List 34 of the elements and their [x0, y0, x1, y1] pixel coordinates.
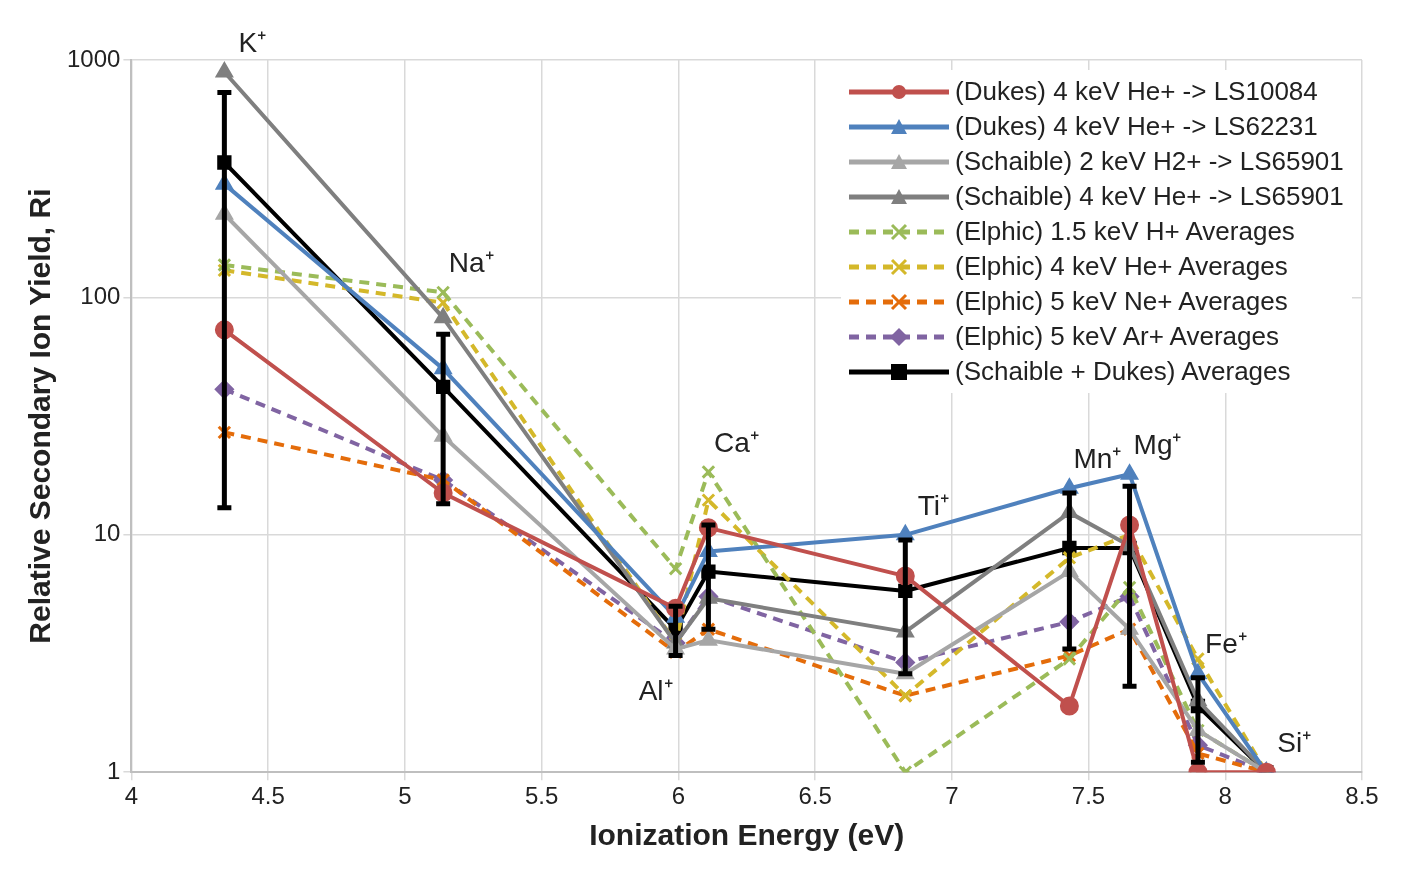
legend-label: (Elphic) 1.5 keV H+ Averages [955, 216, 1295, 247]
y-axis-title: Relative Secondary Ion Yield, Ri [23, 188, 57, 644]
legend-label: (Elphic) 5 keV Ne+ Averages [955, 286, 1288, 317]
legend-label: (Elphic) 5 keV Ar+ Averages [955, 321, 1279, 352]
annotation: K⁺ [238, 26, 267, 58]
x-tick-label: 7 [945, 782, 959, 810]
annotation: Ti⁺ [917, 489, 949, 521]
legend-label: (Schaible + Dukes) Averages [955, 356, 1291, 387]
legend-label: (Dukes) 4 keV He+ -> LS10084 [955, 76, 1318, 107]
x-tick-label: 4 [124, 782, 139, 810]
annotation: Mg⁺ [1133, 428, 1182, 460]
x-axis-title: Ionization Energy (eV) [589, 818, 905, 852]
annotation: Mn⁺ [1073, 443, 1122, 475]
annotation: Na⁺ [448, 247, 494, 279]
x-tick-label: 7.5 [1071, 782, 1106, 810]
legend-label: (Elphic) 4 keV He+ Averages [955, 251, 1288, 282]
annotation: Al⁺ [638, 675, 673, 706]
x-tick-label: 5.5 [524, 782, 559, 810]
x-tick-label: 6.5 [798, 782, 832, 810]
x-tick-label: 4.5 [251, 782, 285, 810]
x-tick-label: 8.5 [1345, 782, 1379, 810]
y-tick-label: 1 [107, 756, 121, 784]
x-tick-label: 5 [398, 782, 412, 810]
x-tick-label: 6 [671, 782, 686, 810]
x-tick-label: 8 [1218, 782, 1232, 810]
annotation: Si⁺ [1277, 726, 1312, 758]
legend-label: (Dukes) 4 keV He+ -> LS62231 [955, 111, 1318, 142]
y-tick-label: 100 [80, 282, 121, 310]
y-tick-label: 10 [93, 519, 121, 547]
legend-label: (Schaible) 4 keV He+ -> LS65901 [955, 181, 1344, 212]
annotation: Fe⁺ [1205, 628, 1247, 660]
annotation: Ca⁺ [714, 426, 759, 458]
legend-label: (Schaible) 2 keV H2+ -> LS65901 [955, 146, 1344, 177]
y-tick-label: 1000 [67, 44, 121, 72]
